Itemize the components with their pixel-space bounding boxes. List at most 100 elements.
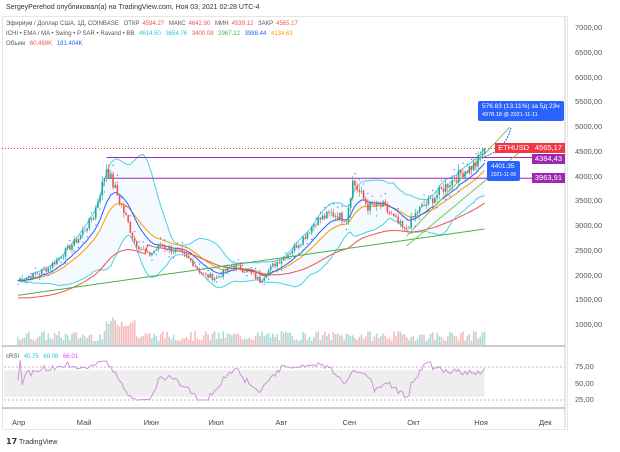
- level-tag-1: 4384,43: [531, 154, 565, 164]
- volume-bar: [157, 340, 160, 345]
- psar-dot: [259, 270, 261, 272]
- tradingview-logo[interactable]: 𝟭𝟳 TradingView: [6, 437, 58, 446]
- symbol-legend: Эфириум / Доллар США, 1Д, COINBASE ОТКР 4…: [6, 21, 301, 27]
- candle: [142, 248, 145, 250]
- candle: [164, 246, 166, 250]
- volume-bar: [142, 336, 145, 345]
- volume-bar: [166, 331, 168, 345]
- measure-tooltip[interactable]: 576.83 (13.11%) за 5д 23ч 4978.18 @ 2021…: [478, 101, 564, 122]
- volume-bar: [38, 336, 41, 345]
- psar-dot: [267, 278, 270, 280]
- psar-dot: [86, 236, 88, 238]
- candle: [457, 169, 460, 183]
- symbol-tag: ETHUSD: [495, 143, 532, 153]
- candle: [105, 169, 108, 178]
- candle: [261, 280, 263, 283]
- volume-bar: [164, 338, 166, 345]
- candle: [345, 221, 348, 223]
- anchor-tooltip[interactable]: 4401.35 2021-11-06: [487, 161, 521, 181]
- candle: [263, 277, 266, 281]
- candle: [453, 180, 456, 181]
- volume-bar: [332, 331, 335, 345]
- psar-dot: [419, 218, 421, 220]
- psar-dot: [164, 239, 166, 241]
- volume-bar: [239, 336, 242, 345]
- candle: [82, 230, 84, 235]
- volume-bar: [200, 340, 203, 345]
- candle: [438, 187, 440, 195]
- psar-dot: [220, 271, 222, 274]
- candle: [198, 269, 201, 273]
- volume-bar: [308, 337, 311, 345]
- volume-bar: [79, 337, 82, 345]
- psar-dot: [69, 239, 71, 242]
- candle: [161, 246, 164, 247]
- volume-bar: [285, 331, 287, 345]
- volume-bar: [280, 331, 283, 345]
- volume-bar: [373, 336, 376, 345]
- candle: [88, 218, 91, 229]
- candle: [25, 277, 28, 280]
- volume-bar: [144, 333, 147, 345]
- candle: [17, 280, 19, 282]
- volume-bar: [92, 340, 95, 345]
- volume-bar: [246, 339, 248, 345]
- psar-dot: [60, 261, 62, 264]
- volume-bar: [125, 325, 127, 345]
- volume-bar: [177, 340, 179, 345]
- psar-dot: [151, 259, 153, 261]
- psar-dot: [462, 162, 464, 164]
- volume-bar: [464, 340, 466, 345]
- volume-bar: [58, 331, 60, 345]
- volume-bar: [468, 334, 471, 345]
- volume-bar: [382, 333, 384, 345]
- volume-bar: [213, 331, 216, 345]
- volume-bar: [440, 336, 443, 345]
- tradingview-logo-icon: 𝟭𝟳: [6, 437, 18, 446]
- candle: [475, 162, 477, 167]
- volume-bar: [306, 339, 309, 345]
- volume-bar: [30, 338, 32, 345]
- candle: [97, 201, 99, 208]
- psar-dot: [345, 228, 347, 231]
- volume-bar: [25, 333, 28, 345]
- candle: [425, 204, 428, 206]
- volume-bar: [369, 331, 371, 345]
- candle: [140, 248, 142, 250]
- candle: [416, 212, 419, 214]
- candle: [77, 238, 80, 243]
- candle: [181, 250, 183, 252]
- candle: [220, 276, 222, 278]
- psar-dot: [142, 241, 144, 243]
- candle: [274, 263, 276, 267]
- candle: [285, 257, 287, 259]
- candle: [75, 239, 78, 243]
- candle: [291, 250, 294, 254]
- indicators-legend[interactable]: ICHI • EMA / MA • Swing • P SAR • Ravand…: [6, 31, 296, 37]
- candle: [354, 180, 356, 186]
- psar-dot: [466, 163, 468, 165]
- price-axis-label: 5000,00: [575, 122, 603, 131]
- chart-frame[interactable]: [2, 16, 568, 430]
- volume-bar: [53, 333, 56, 345]
- psar-dot: [82, 241, 84, 243]
- candle: [380, 204, 382, 207]
- psar-dot: [99, 208, 101, 210]
- volume-bar: [352, 335, 354, 345]
- volume-bar: [207, 334, 209, 345]
- candle: [148, 252, 151, 256]
- candle: [101, 181, 104, 196]
- psar-dot: [458, 191, 460, 193]
- candle: [153, 250, 155, 253]
- candle: [304, 237, 307, 239]
- ind-value: 3654.76: [165, 31, 188, 37]
- rsi-legend[interactable]: cRSI 40.75 68.06 66.01: [6, 354, 81, 360]
- volume-legend[interactable]: Объем 60.469K 181.404K: [6, 41, 86, 47]
- candle: [56, 259, 58, 265]
- volume-bar: [300, 339, 302, 345]
- level-tag-2: 3963,91: [531, 173, 565, 183]
- rsi-value: 66.01: [63, 354, 79, 360]
- psar-dot: [185, 246, 188, 249]
- volume-bar: [289, 332, 291, 345]
